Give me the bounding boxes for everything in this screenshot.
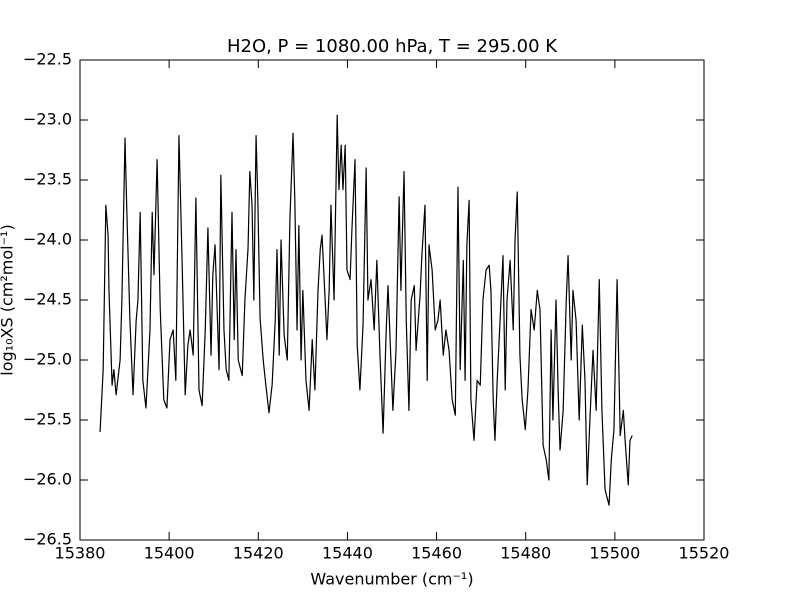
chart-title: H2O, P = 1080.00 hPa, T = 295.00 K — [227, 36, 558, 57]
y-tick-label: −24.5 — [23, 290, 72, 309]
y-tick-label: −23.0 — [23, 110, 72, 129]
x-tick-label: 15400 — [144, 544, 195, 563]
plot-frame — [79, 59, 705, 541]
x-axis-label: Wavenumber (cm⁻¹) — [310, 570, 473, 589]
x-tick-label: 15480 — [500, 544, 551, 563]
y-tick-label: −22.5 — [23, 50, 72, 69]
y-tick-label: −24.0 — [23, 230, 72, 249]
x-tick-label: 15500 — [589, 544, 640, 563]
y-tick-label: −26.5 — [23, 530, 72, 549]
x-tick-label: 15380 — [55, 544, 106, 563]
y-axis-label: log₁₀XS (cm²mol⁻¹) — [0, 224, 17, 375]
x-tick-label: 15520 — [679, 544, 730, 563]
y-tick-label: −23.5 — [23, 170, 72, 189]
y-tick-label: −25.0 — [23, 350, 72, 369]
y-tick-label: −25.5 — [23, 410, 72, 429]
x-tick-label: 15420 — [233, 544, 284, 563]
x-tick-label: 15460 — [411, 544, 462, 563]
spectrum-line — [99, 114, 633, 506]
y-tick-label: −26.0 — [23, 470, 72, 489]
x-tick-label: 15440 — [322, 544, 373, 563]
